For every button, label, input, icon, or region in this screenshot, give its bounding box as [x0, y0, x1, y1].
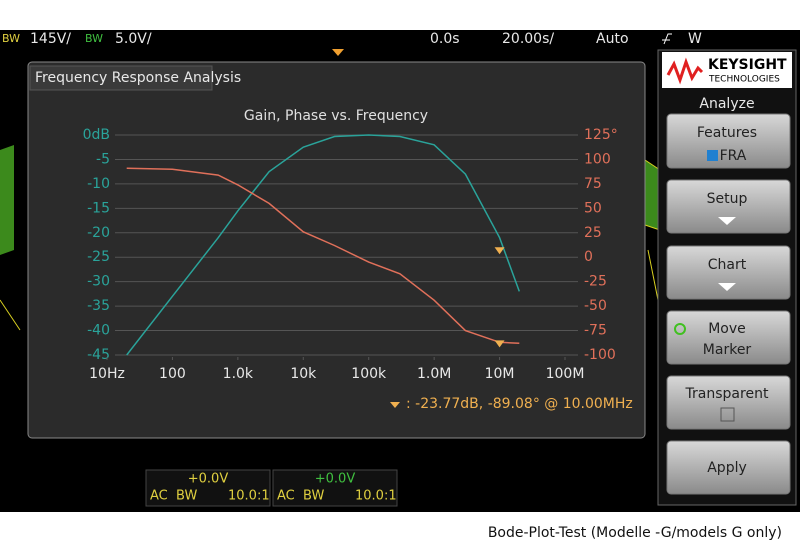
trigger-source: W — [688, 31, 702, 47]
menu-heading: Analyze — [699, 96, 754, 112]
series-line — [126, 134, 521, 356]
menu-button[interactable]: Transparent — [666, 375, 791, 430]
channel-probe: 10.0:1 — [228, 489, 270, 504]
menu-button[interactable]: Apply — [666, 440, 791, 495]
button-label: Move — [708, 321, 746, 337]
channel-bw: BW — [176, 489, 197, 504]
chart-title: Gain, Phase vs. Frequency — [244, 108, 428, 124]
knob-icon — [674, 323, 686, 335]
time-offset: 0.0s — [430, 31, 460, 47]
channel-coupling: AC — [150, 489, 168, 504]
button-apply[interactable] — [666, 440, 791, 495]
caption: Bode-Plot-Test (Modelle -G/models G only… — [488, 525, 782, 541]
y2-tick-label: 50 — [584, 200, 602, 216]
x-tick-label: 10Hz — [89, 366, 125, 382]
x-tick-label: 10k — [290, 366, 317, 382]
marker — [494, 340, 505, 348]
button-label: Setup — [707, 191, 748, 207]
channel-frame — [272, 469, 398, 507]
trigger-mode: Auto — [596, 31, 629, 47]
x-tick-label: 100M — [546, 366, 585, 382]
marker — [494, 247, 505, 255]
arrow-icon — [718, 217, 736, 225]
status-bar — [0, 30, 800, 48]
button-features[interactable] — [666, 113, 791, 169]
menu-button[interactable]: Move Marker — [666, 310, 791, 365]
readout-marker-icon — [390, 402, 400, 408]
waveform-trace — [0, 145, 14, 255]
button-sub: Marker — [703, 342, 752, 358]
y-tick-label: -10 — [87, 176, 110, 192]
ch1-bw: BW — [2, 32, 20, 45]
channel-offset: +0.0V — [188, 472, 229, 487]
y2-tick-label: 100 — [584, 151, 611, 167]
y2-tick-label: -75 — [584, 323, 607, 339]
y-tick-label: -40 — [87, 323, 110, 339]
button-move-marker[interactable] — [666, 310, 791, 365]
button-chart[interactable] — [666, 245, 791, 300]
y2-tick-label: 125° — [584, 127, 618, 143]
checkbox — [720, 407, 735, 422]
ch2-bw: BW — [85, 32, 103, 45]
series-line — [126, 167, 520, 345]
y-tick-label: -20 — [87, 225, 110, 241]
menu-button[interactable]: Setup — [666, 179, 791, 234]
marker-readout: : -23.77dB, -89.08° @ 10.00MHz — [406, 396, 633, 412]
button-setup[interactable] — [666, 179, 791, 234]
channel-bw: BW — [303, 489, 324, 504]
checkbox — [707, 150, 718, 161]
trigger-position — [332, 49, 344, 56]
y-tick-label: -15 — [87, 200, 110, 216]
menu-button[interactable]: Chart — [666, 245, 791, 300]
channel-frame — [145, 469, 271, 507]
fra-panel — [27, 61, 646, 439]
y-tick-label: -45 — [87, 347, 110, 363]
y-tick-label: -5 — [96, 151, 110, 167]
y-tick-label: -35 — [87, 298, 110, 314]
channel-box: +0.0V AC BW 10.0:1 — [272, 469, 398, 507]
panel-title: Frequency Response Analysis — [35, 70, 241, 86]
x-tick-label: 100k — [351, 366, 387, 382]
brand-sub: TECHNOLOGIES — [708, 75, 780, 85]
panel-title-box — [29, 65, 213, 91]
y-tick-label: -25 — [87, 249, 110, 265]
menu-button[interactable]: Features FRA — [666, 113, 791, 169]
button-label: Apply — [707, 460, 747, 476]
y2-tick-label: -25 — [584, 274, 607, 290]
x-tick-label: 1.0k — [223, 366, 254, 382]
trigger-icon — [662, 33, 672, 45]
channel-coupling: AC — [277, 489, 295, 504]
x-tick-label: 1.0M — [417, 366, 451, 382]
channel-offset: +0.0V — [315, 472, 356, 487]
plot: 0dB -5 -10 -15 -20 -25 -30 -35 -40 -45 125° 100 75 50… — [83, 127, 618, 382]
brand: KEYSIGHT — [708, 57, 787, 73]
button-label: Features — [697, 125, 757, 141]
y2-tick-label: 75 — [584, 176, 602, 192]
button-label: Transparent — [685, 386, 769, 402]
button-transparent[interactable] — [666, 375, 791, 430]
brand-logo — [666, 57, 704, 85]
y2-tick-label: -100 — [584, 347, 616, 363]
ch2-scale: 5.0V/ — [115, 31, 152, 47]
y2-tick-label: 0 — [584, 249, 593, 265]
y2-tick-label: -50 — [584, 298, 607, 314]
arrow-icon — [718, 283, 736, 291]
y2-tick-label: 25 — [584, 225, 602, 241]
y-tick-label: -30 — [87, 274, 110, 290]
button-sub: FRA — [720, 148, 747, 164]
channel-box: +0.0V AC BW 10.0:1 — [145, 469, 271, 507]
button-label: Chart — [708, 257, 747, 273]
x-tick-label: 100 — [159, 366, 186, 382]
channel-probe: 10.0:1 — [355, 489, 397, 504]
ch1-scale: 145V/ — [30, 31, 71, 47]
x-tick-label: 10M — [485, 366, 515, 382]
y-tick-label: 0dB — [83, 127, 110, 143]
time-scale: 20.00s/ — [502, 31, 554, 47]
